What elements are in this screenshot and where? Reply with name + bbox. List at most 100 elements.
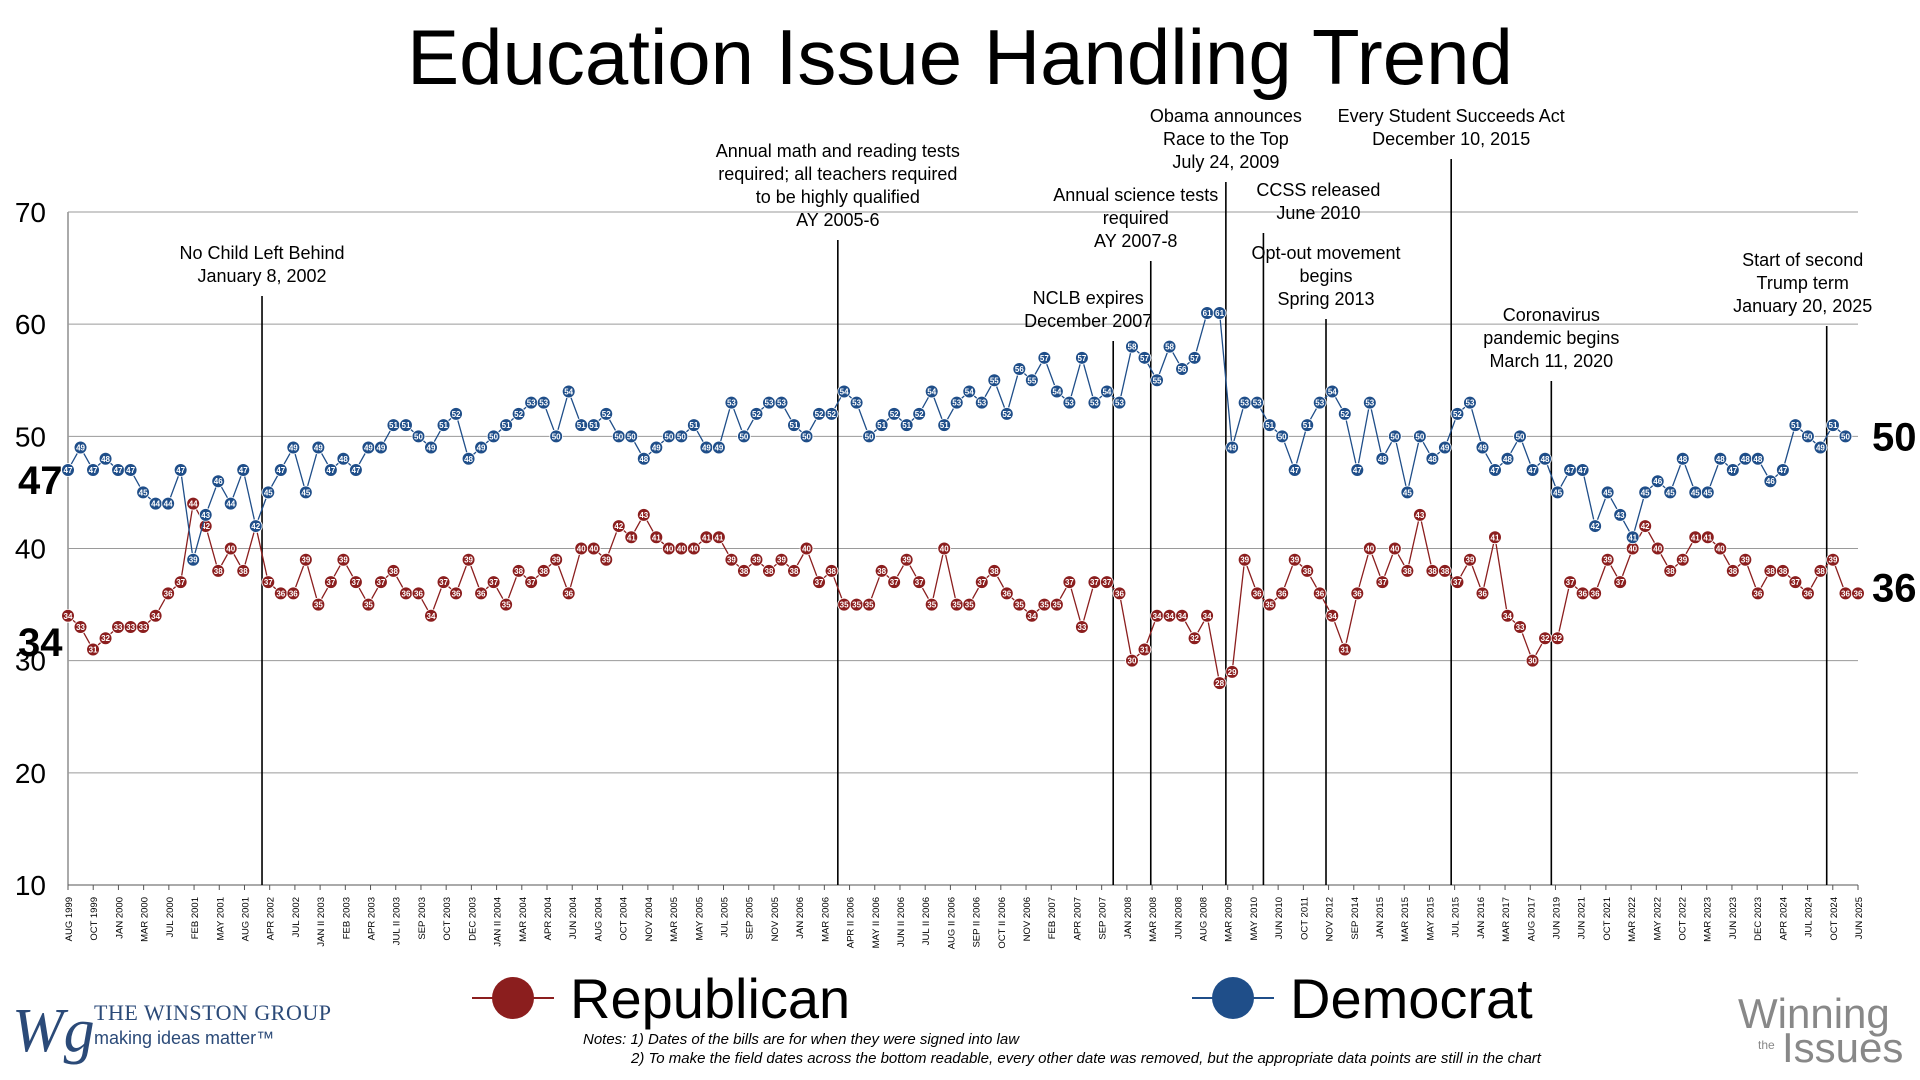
democrat-data-label: 51	[577, 421, 586, 430]
republican-data-label: 35	[364, 601, 373, 610]
x-tick-label: AUG II 2006	[946, 897, 957, 949]
democrat-data-label: 57	[1140, 354, 1149, 363]
republican-data-label: 35	[952, 601, 961, 610]
republican-data-point	[61, 608, 75, 623]
y-tick-label: 50	[15, 421, 46, 452]
democrat-end-label: 50	[1872, 415, 1917, 459]
democrat-data-label: 49	[364, 444, 373, 453]
democrat-data-label: 49	[427, 444, 436, 453]
republican-data-label: 34	[427, 612, 436, 621]
democrat-data-label: 52	[514, 410, 523, 419]
democrat-data-point	[1400, 485, 1415, 500]
republican-data-point	[361, 597, 376, 612]
x-tick-label: MAR 2004	[518, 897, 529, 942]
democrat-data-point	[1613, 508, 1627, 522]
republican-data-point	[1500, 608, 1515, 623]
democrat-data-label: 51	[589, 421, 598, 430]
democrat-data-point	[1225, 440, 1239, 455]
x-tick-label: JUN 2021	[1577, 897, 1588, 939]
democrat-data-label: 51	[877, 421, 886, 430]
republican-data-point	[1475, 586, 1490, 601]
republican-data-label: 38	[539, 567, 548, 576]
x-tick-label: APR 2002	[266, 897, 277, 940]
annotation-text: December 2007	[1024, 311, 1152, 331]
republican-legend-marker	[472, 977, 554, 1019]
x-tick-label: JUN 2025	[1854, 897, 1865, 939]
republican-data-point	[937, 541, 952, 556]
democrat-data-label: 48	[1716, 455, 1725, 464]
democrat-data-point	[799, 429, 814, 444]
republican-data-point	[611, 519, 626, 533]
x-tick-label: SEP 2005	[745, 897, 756, 940]
republican-data-label: 35	[1015, 601, 1024, 610]
democrat-data-label: 48	[639, 455, 648, 464]
annotation-text: December 10, 2015	[1372, 129, 1530, 149]
democrat-data-label: 53	[1253, 399, 1262, 408]
republican-data-point	[987, 564, 1002, 578]
republican-data-label: 36	[1841, 589, 1850, 598]
x-tick-label: FEB 2001	[190, 897, 201, 939]
democrat-data-label: 61	[1203, 309, 1212, 318]
republican-data-point	[1062, 575, 1077, 589]
republican-data-label: 39	[1741, 556, 1750, 565]
democrat-data-label: 54	[965, 387, 974, 396]
democrat-data-point	[61, 463, 75, 477]
democrat-data-label: 51	[902, 421, 911, 430]
democrat-data-label: 42	[251, 522, 260, 531]
democrat-data-label: 50	[1841, 432, 1850, 441]
republican-data-label: 35	[965, 601, 974, 610]
republican-data-point	[161, 586, 175, 601]
democrat-data-label: 49	[76, 444, 85, 453]
republican-data-point	[499, 597, 513, 612]
democrat-data-label: 51	[402, 421, 411, 430]
republican-data-point	[1300, 564, 1315, 578]
republican-data-label: 36	[1002, 589, 1011, 598]
x-tick-label: MAY 2001	[215, 897, 226, 940]
republican-data-point	[1137, 642, 1152, 657]
republican-data-label: 40	[1653, 545, 1662, 554]
x-tick-label: SEP 2003	[417, 897, 428, 940]
democrat-data-point	[273, 463, 288, 477]
republican-data-label: 34	[1178, 612, 1187, 621]
republican-data-label: 38	[214, 567, 223, 576]
x-tick-label: JAN II 2004	[493, 897, 504, 947]
democrat-data-point	[912, 407, 926, 421]
republican-data-point	[486, 575, 501, 589]
democrat-data-label: 44	[164, 500, 173, 509]
republican-data-label: 36	[402, 589, 411, 598]
republican-data-point	[1363, 541, 1377, 556]
democrat-data-point	[1801, 429, 1815, 444]
x-tick-label: MAR 2015	[1400, 897, 1411, 942]
republican-data-label: 39	[1829, 556, 1838, 565]
democrat-data-point	[887, 407, 901, 421]
democrat-data-point	[1012, 362, 1027, 376]
republican-data-point	[311, 597, 326, 612]
x-tick-label: OCT 2011	[1299, 897, 1310, 940]
republican-data-label: 36	[452, 589, 461, 598]
democrat-data-point	[499, 418, 513, 432]
democrat-data-point	[1600, 485, 1615, 500]
democrat-data-label: 51	[790, 421, 799, 430]
republican-data-label: 36	[1753, 589, 1762, 598]
x-tick-label: MAR 2009	[1224, 897, 1235, 942]
republican-data-label: 33	[1516, 623, 1525, 632]
x-tick-label: JUL 2002	[291, 897, 302, 937]
democrat-data-label: 50	[664, 432, 673, 441]
republican-data-point	[349, 575, 363, 589]
democrat-data-label: 45	[264, 488, 273, 497]
x-tick-label: JUL II 2003	[392, 897, 403, 945]
republican-data-point	[1125, 653, 1139, 668]
republican-data-label: 36	[1578, 589, 1587, 598]
democrat-data-point	[73, 440, 88, 455]
annotation-text: July 24, 2009	[1172, 152, 1279, 172]
republican-data-point	[862, 597, 876, 612]
republican-data-label: 32	[101, 634, 110, 643]
republican-data-point	[1788, 575, 1803, 589]
democrat-data-point	[937, 418, 952, 432]
republican-data-label: 37	[489, 578, 498, 587]
democrat-data-label: 53	[1090, 399, 1099, 408]
x-tick-label: JAN 2006	[795, 897, 806, 939]
democrat-data-point	[1788, 418, 1803, 432]
republican-data-label: 36	[276, 589, 285, 598]
legend-democrat-label: Democrat	[1290, 966, 1533, 1030]
